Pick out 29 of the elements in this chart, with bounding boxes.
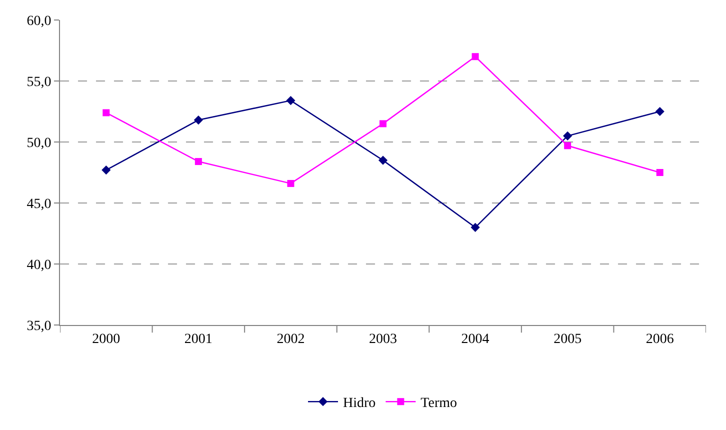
point xyxy=(470,222,480,232)
x-tick-label: 2003 xyxy=(369,332,397,347)
point xyxy=(656,169,664,176)
y-tick-label: 50,0 xyxy=(26,136,52,151)
legend-label: Termo xyxy=(420,396,458,412)
point xyxy=(194,115,203,125)
x-tick-label: 2001 xyxy=(184,332,212,347)
point xyxy=(102,109,110,116)
point xyxy=(378,156,388,165)
point xyxy=(102,166,111,175)
point xyxy=(380,120,386,128)
point xyxy=(655,106,664,116)
point xyxy=(563,131,572,140)
legend-label: Hidro xyxy=(343,396,376,412)
point xyxy=(564,142,572,150)
y-tick-label: 55,0 xyxy=(26,74,52,90)
x-tick-label: 2000 xyxy=(92,332,120,347)
point xyxy=(286,96,296,106)
x-tick-label: 2004 xyxy=(461,332,490,347)
y-tick-label: 60,0 xyxy=(26,14,52,29)
x-tick-label: 2002 xyxy=(276,332,305,347)
x-tick-label: 2006 xyxy=(646,332,674,347)
point xyxy=(472,53,479,60)
y-tick-label: 45,0 xyxy=(26,196,52,212)
x-tick-label: 2005 xyxy=(554,332,582,347)
y-tick-label: 40,0 xyxy=(26,258,52,273)
point xyxy=(194,158,202,166)
point xyxy=(287,180,294,187)
y-tick-label: 35,0 xyxy=(26,318,52,334)
